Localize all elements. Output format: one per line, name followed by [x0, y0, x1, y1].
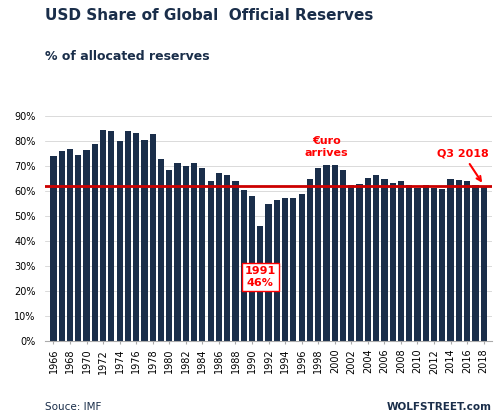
- Bar: [397, 181, 403, 341]
- Bar: [265, 204, 271, 341]
- Bar: [315, 168, 321, 341]
- Text: % of allocated reserves: % of allocated reserves: [45, 50, 209, 63]
- Bar: [471, 185, 477, 341]
- Bar: [232, 181, 238, 341]
- Bar: [92, 144, 98, 341]
- Bar: [133, 133, 139, 341]
- Bar: [257, 226, 263, 341]
- Bar: [100, 130, 106, 341]
- Text: €uro
arrives: €uro arrives: [304, 136, 348, 158]
- Bar: [323, 165, 329, 341]
- Bar: [59, 151, 65, 341]
- Bar: [389, 183, 395, 341]
- Bar: [182, 166, 188, 341]
- Bar: [215, 173, 221, 341]
- Bar: [479, 187, 486, 341]
- Bar: [298, 194, 304, 341]
- Bar: [364, 178, 370, 341]
- Bar: [372, 175, 378, 341]
- Bar: [356, 184, 362, 341]
- Bar: [381, 179, 387, 341]
- Bar: [108, 131, 114, 341]
- Bar: [282, 198, 288, 341]
- Bar: [348, 185, 354, 341]
- Text: Q3 2018: Q3 2018: [436, 149, 488, 181]
- Bar: [248, 196, 255, 341]
- Bar: [331, 165, 337, 341]
- Bar: [422, 185, 428, 341]
- Bar: [413, 188, 420, 341]
- Text: WOLFSTREET.com: WOLFSTREET.com: [386, 402, 491, 412]
- Bar: [223, 175, 230, 341]
- Bar: [306, 179, 313, 341]
- Bar: [190, 163, 197, 341]
- Bar: [50, 156, 57, 341]
- Bar: [158, 159, 164, 341]
- Bar: [430, 188, 436, 341]
- Bar: [67, 149, 73, 341]
- Bar: [273, 200, 280, 341]
- Bar: [405, 185, 411, 341]
- Text: Souce: IMF: Souce: IMF: [45, 402, 101, 412]
- Bar: [438, 189, 444, 341]
- Bar: [116, 141, 123, 341]
- Bar: [83, 150, 90, 341]
- Bar: [207, 181, 213, 341]
- Bar: [455, 180, 461, 341]
- Bar: [240, 190, 246, 341]
- Bar: [174, 163, 180, 341]
- Bar: [75, 155, 81, 341]
- Bar: [199, 168, 205, 341]
- Bar: [290, 198, 296, 341]
- Bar: [463, 181, 469, 341]
- Bar: [446, 179, 453, 341]
- Text: 1991
46%: 1991 46%: [244, 266, 276, 288]
- Text: USD Share of Global  Official Reserves: USD Share of Global Official Reserves: [45, 8, 373, 23]
- Bar: [125, 131, 131, 341]
- Bar: [166, 170, 172, 341]
- Bar: [339, 170, 346, 341]
- Bar: [141, 140, 147, 341]
- Bar: [149, 134, 155, 341]
